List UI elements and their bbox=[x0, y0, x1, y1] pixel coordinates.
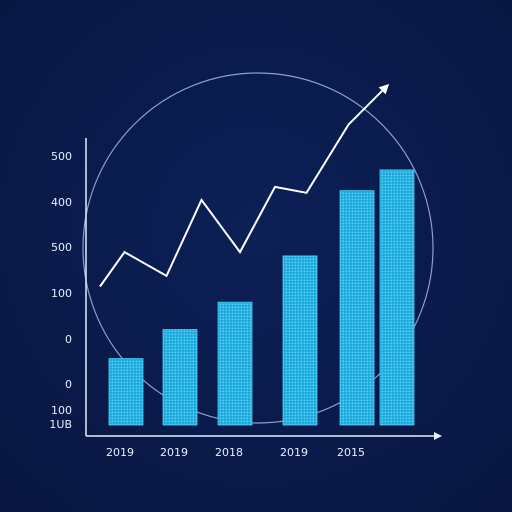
bar-5 bbox=[339, 190, 375, 426]
y-tick-label: 100 bbox=[51, 287, 72, 300]
trend-line bbox=[99, 83, 390, 288]
y-tick-label: 0 bbox=[65, 378, 72, 391]
x-tick-label: 2015 bbox=[337, 446, 365, 459]
bar-6 bbox=[379, 169, 415, 426]
bar-3 bbox=[217, 301, 253, 426]
y-tick-label: 500 bbox=[51, 241, 72, 254]
y-tick-label: 100 bbox=[51, 404, 72, 417]
x-tick-label: 2019 bbox=[160, 446, 188, 459]
x-tick-label: 2019 bbox=[280, 446, 308, 459]
bar-1 bbox=[108, 358, 144, 426]
decorative-circle bbox=[82, 72, 434, 424]
x-tick-label: 2019 bbox=[106, 446, 134, 459]
y-tick-label: 0 bbox=[65, 333, 72, 346]
bar-4 bbox=[282, 255, 318, 426]
y-tick-label: 1UB bbox=[49, 418, 72, 431]
bar-2 bbox=[162, 329, 198, 426]
y-tick-label: 500 bbox=[51, 150, 72, 163]
x-tick-label: 2018 bbox=[215, 446, 243, 459]
y-tick-label: 400 bbox=[51, 196, 72, 209]
